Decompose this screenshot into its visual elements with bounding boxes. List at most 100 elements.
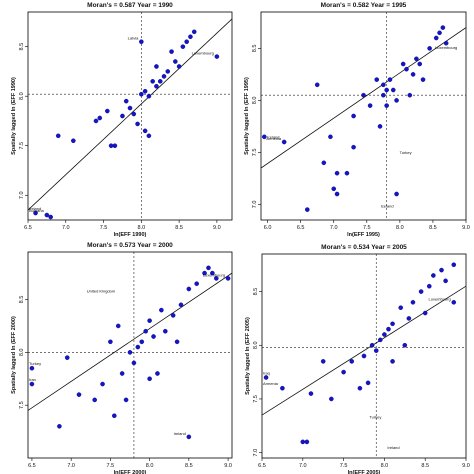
data-point xyxy=(433,35,439,41)
data-point xyxy=(387,77,393,82)
point-annotation: Luxembourg xyxy=(192,51,214,56)
y-tick-label: 7.0 xyxy=(252,201,258,209)
data-point xyxy=(131,111,137,117)
data-point xyxy=(365,380,371,386)
data-point xyxy=(378,337,383,343)
data-point xyxy=(351,144,356,150)
data-point xyxy=(191,29,197,35)
data-point xyxy=(159,307,164,313)
data-point xyxy=(184,39,189,45)
x-tick-label: 7.0 xyxy=(67,463,75,469)
data-point xyxy=(398,305,404,310)
data-point xyxy=(127,350,133,355)
data-point xyxy=(439,267,444,273)
point-annotation: Iraq xyxy=(263,370,270,375)
data-point xyxy=(304,439,310,445)
data-point xyxy=(112,143,118,149)
regression-line xyxy=(262,285,466,416)
data-point xyxy=(321,160,327,166)
point-annotation: Bulgaria xyxy=(29,208,44,213)
data-point xyxy=(374,77,380,82)
data-point xyxy=(381,92,386,98)
data-point xyxy=(135,121,140,127)
point-annotation: Armenia xyxy=(263,381,279,386)
data-point xyxy=(139,39,144,45)
data-point xyxy=(64,355,70,360)
chart-panel-4: Moran's = 0.534 Year = 2005 6.5 7.0 7.5 8.0 8… xyxy=(245,244,470,474)
y-tick-label: 7.5 xyxy=(253,395,259,403)
x-tick-label: 6.5 xyxy=(28,463,36,469)
data-point xyxy=(314,82,320,88)
data-point xyxy=(112,413,117,419)
x-tick-label: 7.5 xyxy=(100,225,108,231)
data-point xyxy=(115,323,121,329)
data-point xyxy=(174,339,180,345)
chart-title: Moran's = 0.534 Year = 2005 xyxy=(321,244,407,251)
x-tick-label: 6.0 xyxy=(264,225,272,231)
y-tick-label: 7.5 xyxy=(252,149,258,157)
data-point xyxy=(108,339,113,345)
y-tick-label: 8.5 xyxy=(253,288,259,296)
data-point xyxy=(328,134,333,140)
data-point xyxy=(29,381,35,387)
data-point xyxy=(33,210,38,216)
data-point xyxy=(390,321,395,327)
data-point xyxy=(404,66,409,72)
chart-title: Moran's = 0.587 Year = 1990 xyxy=(87,2,173,9)
point-annotation: Latvia xyxy=(128,36,139,41)
data-point xyxy=(349,359,355,364)
point-annotation: Armenia xyxy=(266,136,282,141)
data-point xyxy=(186,434,192,440)
x-tick-label: 6.5 xyxy=(297,225,305,231)
data-point xyxy=(367,103,373,108)
data-point xyxy=(100,381,105,387)
data-point xyxy=(155,371,160,376)
x-tick-label: 8.5 xyxy=(185,463,193,469)
data-point xyxy=(443,40,449,46)
data-point xyxy=(143,328,148,334)
point-annotation: Turkey xyxy=(369,414,381,419)
data-point xyxy=(97,115,103,121)
x-axis-label: ln(EFF 1995) xyxy=(347,232,380,238)
data-point xyxy=(154,64,159,69)
data-point xyxy=(410,300,416,305)
data-point xyxy=(414,56,419,62)
data-point xyxy=(29,365,35,371)
data-point xyxy=(139,91,144,97)
x-tick-label: 8.0 xyxy=(396,225,404,231)
data-point xyxy=(214,54,220,59)
data-point xyxy=(351,113,356,119)
x-tick-label: 7.0 xyxy=(330,225,338,231)
point-annotation: Turkey xyxy=(400,150,412,155)
y-tick-label: 8.0 xyxy=(253,341,259,349)
x-axis-label: ln(EFF 2000) xyxy=(114,470,147,474)
data-point xyxy=(281,139,287,145)
data-point xyxy=(426,283,432,289)
x-axis-label: ln(EFF 1990) xyxy=(114,232,147,238)
data-point xyxy=(76,392,82,397)
data-point xyxy=(384,87,389,93)
data-point xyxy=(369,342,375,348)
data-point xyxy=(418,289,424,294)
data-point xyxy=(147,376,152,382)
data-point xyxy=(151,334,156,339)
data-point xyxy=(139,339,145,345)
y-tick-label: 8.5 xyxy=(19,43,25,51)
data-point xyxy=(186,286,192,292)
data-point xyxy=(55,133,61,139)
data-point xyxy=(373,348,379,353)
point-annotation: Luxembourg xyxy=(203,272,225,277)
data-point xyxy=(394,191,399,197)
chart-panel-1: Moran's = 0.587 Year = 1990 6.5 7.0 7.5 8.0 8… xyxy=(11,2,233,238)
data-point xyxy=(154,83,159,89)
x-tick-label: 8.0 xyxy=(138,225,146,231)
data-point xyxy=(142,88,148,94)
chart-panel-3: Moran's = 0.573 Year = 2000 6.5 7.0 7.5 8.0 8… xyxy=(11,242,233,474)
plot-frame xyxy=(260,11,467,221)
chart-title: Moran's = 0.582 Year = 1995 xyxy=(321,2,407,9)
data-point xyxy=(147,318,152,323)
data-point xyxy=(381,82,386,88)
y-axis-label: Spatially lagged ln (EFF 1995) xyxy=(244,77,250,155)
data-point xyxy=(202,270,207,276)
data-point xyxy=(344,170,350,176)
